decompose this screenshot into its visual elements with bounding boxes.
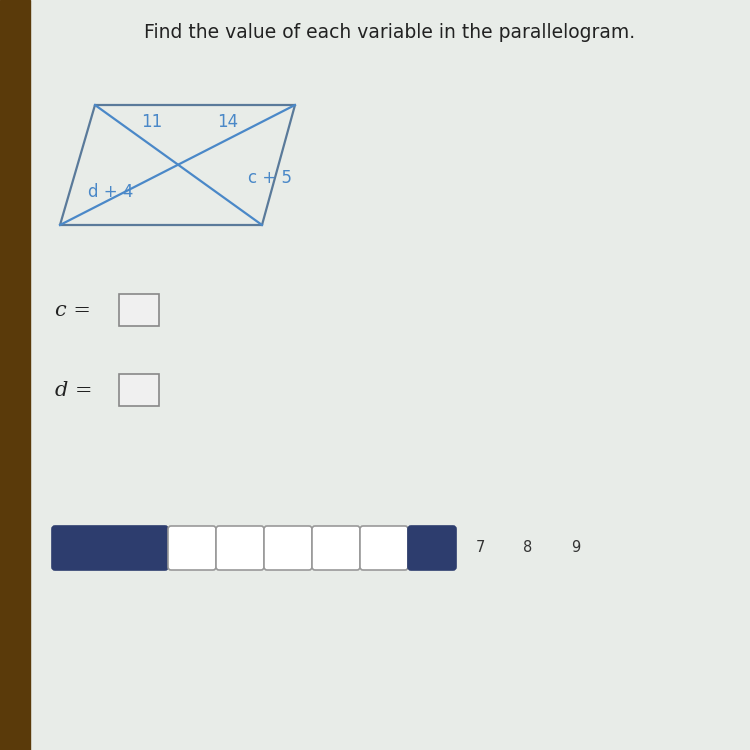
FancyBboxPatch shape <box>52 526 168 570</box>
Text: 9: 9 <box>572 541 580 556</box>
Text: 4: 4 <box>332 541 340 556</box>
Text: Previous: Previous <box>74 541 146 556</box>
Text: 11: 11 <box>141 113 163 131</box>
FancyBboxPatch shape <box>168 526 216 570</box>
Text: 2: 2 <box>236 541 244 556</box>
Text: Find the value of each variable in the parallelogram.: Find the value of each variable in the p… <box>145 22 635 41</box>
FancyBboxPatch shape <box>119 374 159 406</box>
FancyBboxPatch shape <box>360 526 408 570</box>
Text: 6: 6 <box>427 541 436 556</box>
Text: 5: 5 <box>380 541 388 556</box>
Text: d + 4: d + 4 <box>88 183 134 201</box>
FancyBboxPatch shape <box>408 526 456 570</box>
Text: c + 5: c + 5 <box>248 169 292 187</box>
Text: 1: 1 <box>188 541 196 556</box>
Text: 8: 8 <box>524 541 532 556</box>
Bar <box>0 0 30 750</box>
Text: c =: c = <box>55 301 91 320</box>
FancyBboxPatch shape <box>312 526 360 570</box>
FancyBboxPatch shape <box>119 294 159 326</box>
Text: 7: 7 <box>476 541 484 556</box>
FancyBboxPatch shape <box>264 526 312 570</box>
FancyBboxPatch shape <box>216 526 264 570</box>
Text: 14: 14 <box>217 113 238 131</box>
Text: d =: d = <box>55 380 92 400</box>
Text: 3: 3 <box>284 541 292 556</box>
